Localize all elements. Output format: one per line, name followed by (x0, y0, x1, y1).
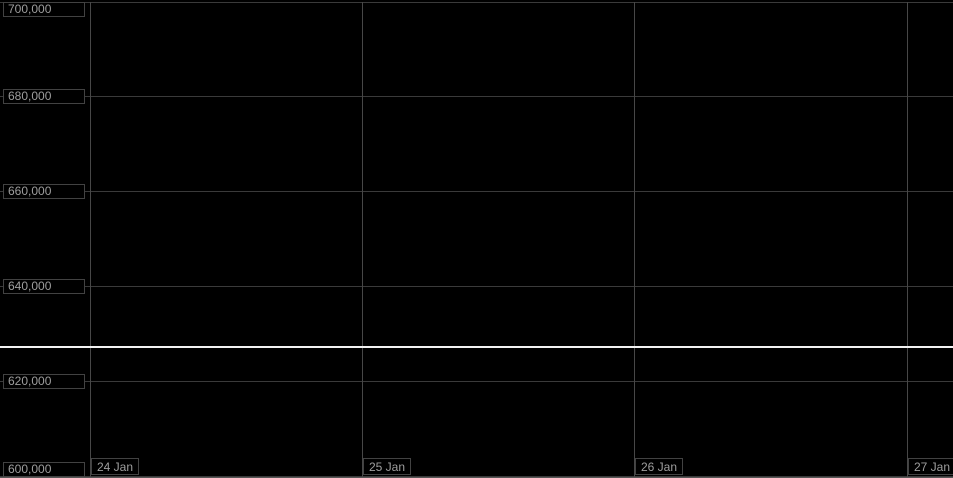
x-axis-label: 27 Jan (908, 458, 953, 475)
x-gridline (90, 2, 91, 477)
y-gridline (0, 285, 953, 287)
y-axis-label: 620,000 (3, 374, 85, 389)
y-axis-label: 680,000 (3, 89, 85, 104)
y-gridline (0, 380, 953, 382)
y-gridline (0, 475, 953, 477)
x-axis-label: 24 Jan (91, 458, 140, 475)
y-axis-label: 640,000 (3, 279, 85, 294)
x-axis-label: 26 Jan (635, 458, 684, 475)
y-gridline (0, 1, 953, 3)
y-axis-label: 700,000 (3, 2, 85, 17)
x-axis-line (0, 476, 953, 478)
y-gridline (0, 191, 953, 193)
x-gridline (907, 2, 908, 477)
x-gridline (634, 2, 635, 477)
x-axis-label: 25 Jan (363, 458, 412, 475)
y-axis-label: 660,000 (3, 184, 85, 199)
current-price-line (0, 345, 953, 348)
y-gridline (0, 96, 953, 98)
y-axis-label: 600,000 (3, 462, 85, 477)
x-gridline (362, 2, 363, 477)
